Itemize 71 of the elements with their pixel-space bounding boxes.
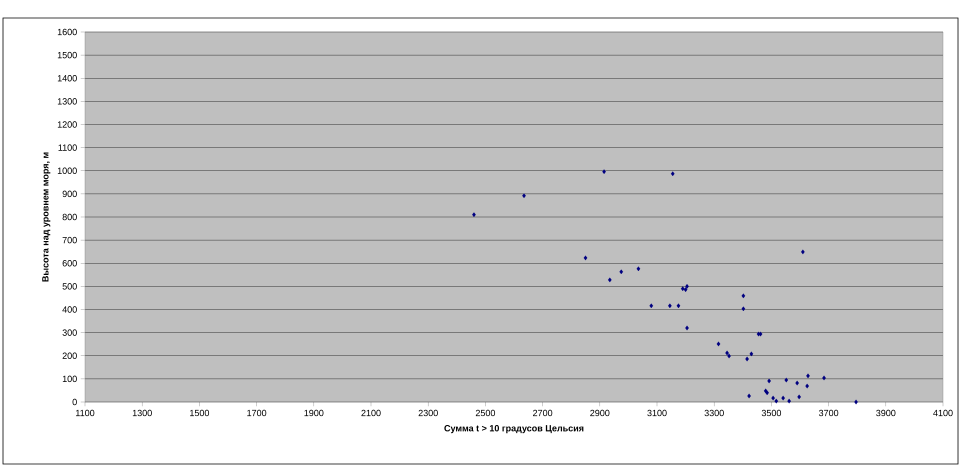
x-tick-label: 4100 [933, 410, 953, 416]
point [787, 398, 791, 404]
point [584, 256, 588, 260]
y-axis-title: Высота над уровнем моря, м [42, 152, 50, 282]
point [649, 303, 654, 308]
y-tick-label: 1600 [58, 28, 77, 36]
y-tick-label: 0 [72, 398, 77, 406]
y-tick-label: 500 [62, 283, 77, 290]
y-tick-label: 200 [62, 352, 77, 359]
x-tick-label: 2900 [590, 410, 610, 416]
y-tick-label: 100 [62, 376, 77, 382]
point [668, 303, 672, 308]
x-tick-label: 2100 [361, 410, 381, 416]
point [670, 171, 675, 176]
y-tick-label: 900 [62, 190, 77, 198]
x-tick-label: 3300 [704, 410, 724, 416]
point [472, 212, 476, 218]
x-tick-label: 2500 [476, 410, 496, 416]
x-tick-label: 1300 [132, 410, 152, 416]
y-tick-label: 1500 [58, 52, 77, 58]
y-tick-label: 400 [62, 306, 77, 313]
point [745, 356, 749, 362]
x-tick-label: 3500 [762, 410, 782, 416]
point [767, 378, 771, 384]
y-tick-label: 300 [62, 329, 77, 336]
y-tick-label: 800 [62, 214, 77, 220]
x-tick-label: 2300 [418, 410, 438, 416]
point [747, 394, 751, 398]
point [619, 269, 624, 274]
x-tick-label: 3900 [876, 410, 896, 416]
point [795, 380, 799, 386]
y-tick-label: 1200 [58, 121, 77, 128]
x-tick-label: 1900 [304, 410, 324, 416]
point [801, 250, 805, 254]
point [680, 286, 685, 292]
point [636, 266, 640, 272]
x-tick-label: 1700 [247, 410, 266, 416]
point [784, 378, 788, 382]
point [854, 400, 858, 404]
x-tick-label: 2700 [533, 410, 552, 416]
x-tick-label: 1100 [76, 410, 94, 416]
point [725, 350, 729, 356]
y-tick-label: 1100 [58, 144, 77, 151]
y-tick-label: 1300 [58, 98, 77, 105]
point [742, 293, 746, 298]
point [742, 306, 746, 312]
point [750, 352, 754, 356]
point [684, 287, 688, 292]
point [806, 373, 810, 378]
y-tick-label: 1000 [58, 168, 77, 174]
y-tick-label: 1400 [58, 75, 77, 82]
point [608, 278, 612, 282]
y-tick-label: 700 [62, 236, 77, 244]
point [602, 169, 606, 174]
x-tick-label: 1500 [190, 410, 210, 416]
point [727, 354, 731, 358]
point [771, 396, 775, 400]
x-tick-label: 3700 [818, 410, 838, 416]
point [805, 384, 810, 388]
point [781, 396, 785, 400]
x-tick-label: 3100 [647, 410, 667, 416]
point [522, 193, 526, 198]
x-axis-title: Сумма t > 10 градусов Цельсия [444, 425, 584, 434]
point [676, 303, 680, 308]
point [685, 284, 689, 289]
point [685, 326, 689, 330]
point [716, 342, 720, 346]
point [822, 376, 826, 380]
point [797, 394, 801, 400]
y-tick-label: 600 [62, 260, 77, 266]
point [774, 398, 778, 404]
